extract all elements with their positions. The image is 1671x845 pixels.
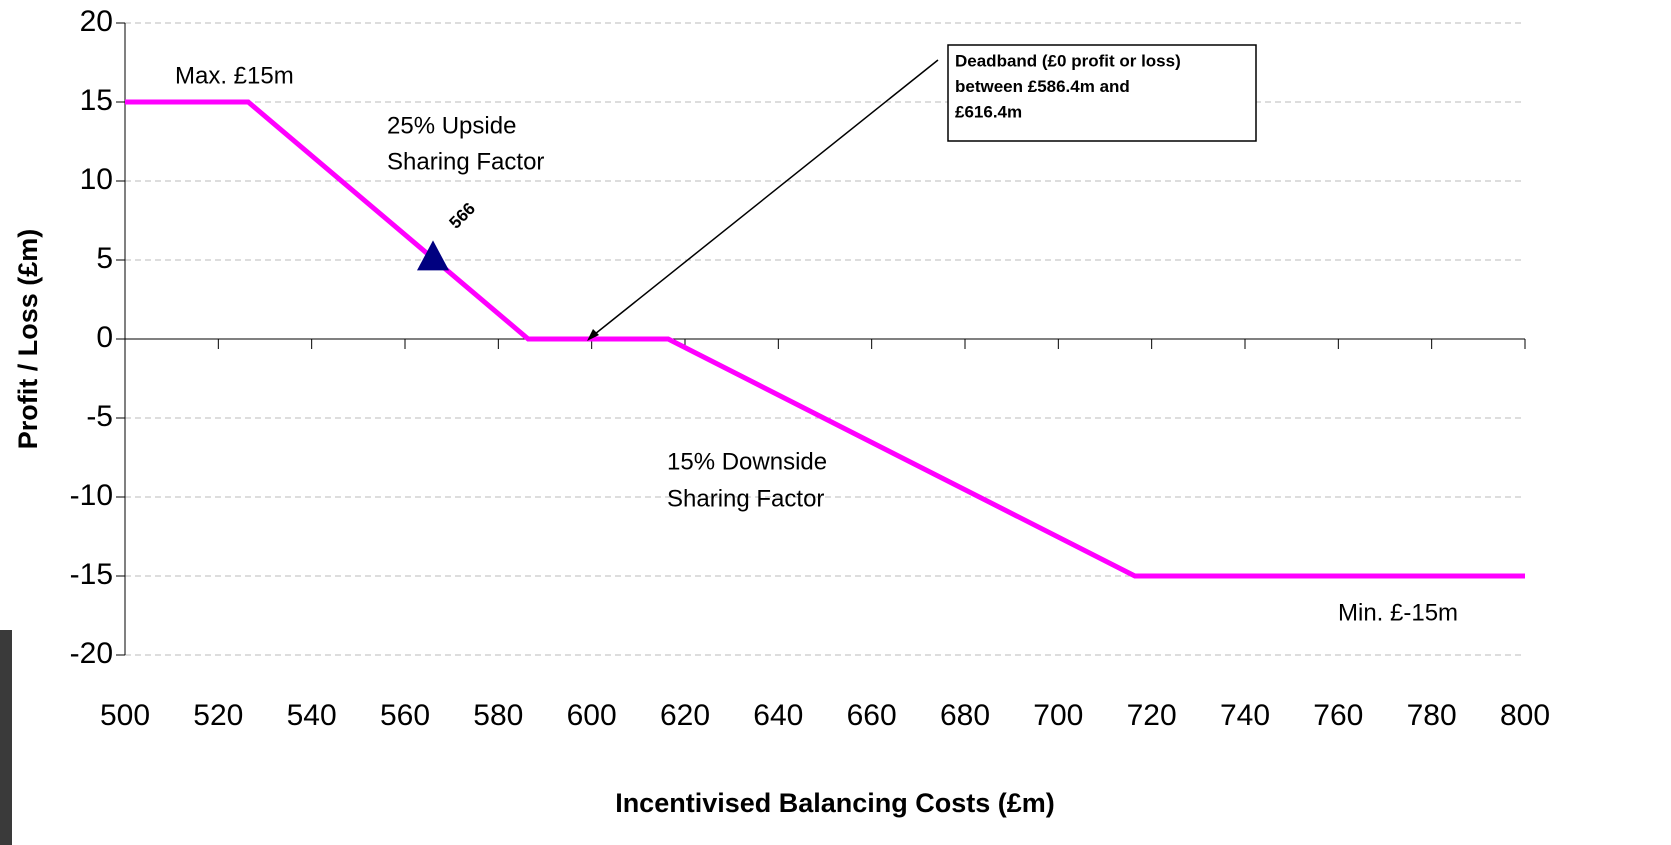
data-line: [125, 99, 1525, 579]
x-tick-label: 740: [1220, 699, 1270, 732]
annotation: Deadband (£0 profit or loss): [955, 51, 1181, 70]
marker-label: 566: [446, 199, 479, 232]
y-tick-label: 20: [80, 5, 113, 38]
annotation: 15% Downside: [667, 448, 827, 475]
annotation: Sharing Factor: [387, 148, 544, 175]
x-tick-label: 520: [193, 699, 243, 732]
y-axis-title: Profit / Loss (£m): [13, 229, 43, 450]
x-tick-label: 540: [287, 699, 337, 732]
annotation-box: [947, 44, 1257, 142]
x-tick-label: 500: [100, 699, 150, 732]
x-tick-label: 660: [847, 699, 897, 732]
x-tick-label: 800: [1500, 699, 1550, 732]
x-tick-label: 700: [1033, 699, 1083, 732]
x-tick-label: 560: [380, 699, 430, 732]
x-tick-label: 580: [473, 699, 523, 732]
annotation: Min. £-15m: [1338, 599, 1458, 626]
arrow-head: [587, 329, 599, 341]
x-tick-label: 640: [753, 699, 803, 732]
y-tick-label: -20: [70, 637, 113, 670]
x-tick-label: 780: [1407, 699, 1457, 732]
x-tick-label: 680: [940, 699, 990, 732]
annotation: 25% Upside: [387, 112, 516, 139]
marker: [417, 240, 449, 271]
y-tick-label: -10: [70, 479, 113, 512]
y-tick-label: 0: [96, 321, 113, 354]
y-tick-label: -15: [70, 558, 113, 591]
x-tick-label: 600: [567, 699, 617, 732]
x-axis-title: Incentivised Balancing Costs (£m): [615, 788, 1055, 818]
annotation: between £586.4m and: [955, 77, 1130, 96]
y-tick-label: 10: [80, 163, 113, 196]
annotation: £616.4m: [955, 102, 1022, 121]
annotation: Sharing Factor: [667, 485, 824, 512]
y-tick-label: -5: [86, 400, 113, 433]
y-tick-label: 15: [80, 84, 113, 117]
x-tick-label: 620: [660, 699, 710, 732]
x-tick-label: 760: [1313, 699, 1363, 732]
annotation: Max. £15m: [175, 62, 294, 89]
y-tick-label: 5: [96, 242, 113, 275]
arrow-line: [589, 59, 939, 339]
x-tick-label: 720: [1127, 699, 1177, 732]
photo-fragment: [0, 630, 12, 845]
